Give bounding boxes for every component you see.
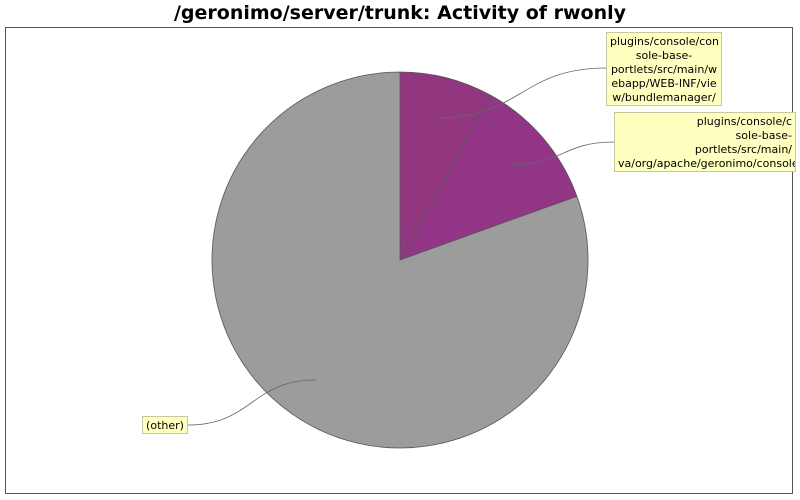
slice-label-other: (other) xyxy=(142,416,188,434)
slice-label-console: plugins/console/c sole-base- portlets/sr… xyxy=(614,112,796,172)
leader-line-1 xyxy=(511,141,615,166)
pie-slice-0 xyxy=(399,71,492,261)
pie-slice-2 xyxy=(211,71,589,449)
leader-line-0 xyxy=(436,67,607,119)
leader-line-2 xyxy=(187,379,316,426)
chart-title: /geronimo/server/trunk: Activity of rwon… xyxy=(173,2,627,24)
plot-area xyxy=(5,27,793,494)
slice-label-bundlemanager: plugins/console/con sole-base- portlets/… xyxy=(606,32,722,106)
pie-slice-1 xyxy=(399,94,578,261)
